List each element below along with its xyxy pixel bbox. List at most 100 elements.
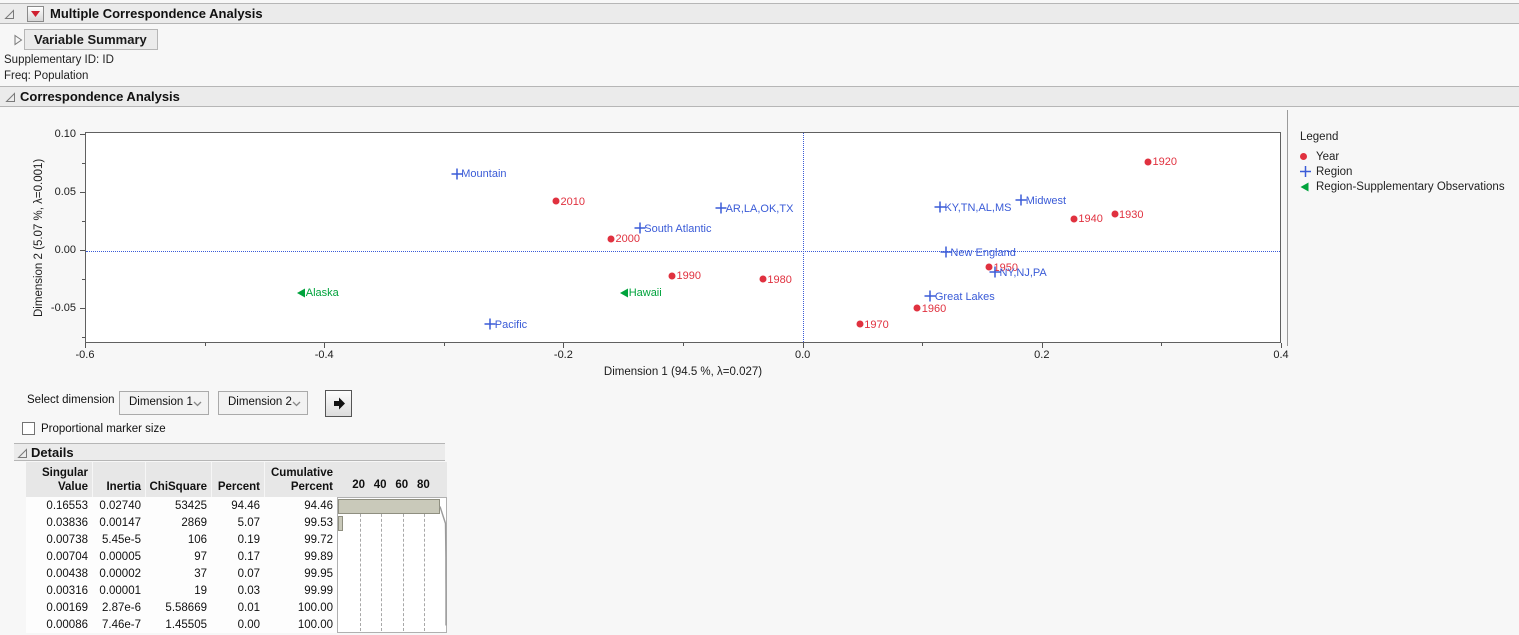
table-cell: 0.00001 [99, 585, 141, 597]
data-point-label: Pacific [494, 318, 528, 331]
table-cell: 94.46 [231, 500, 260, 512]
proportional-marker-size-checkbox[interactable] [22, 422, 35, 435]
column-separator [92, 462, 93, 497]
data-point-marker-dot[interactable] [1070, 215, 1078, 223]
disclosure-open-icon[interactable] [4, 9, 15, 20]
data-point-marker-plus[interactable] [484, 318, 496, 330]
data-point-marker-dot[interactable] [668, 272, 676, 280]
x-major-tick [1041, 343, 1043, 348]
legend-entry-label: Year [1316, 150, 1340, 163]
table-row[interactable]: 0.00169 2.87e-6 5.58669 0.01 100.00 [26, 600, 337, 617]
details-table-header [26, 462, 447, 497]
details-header-bar: Details [14, 443, 445, 461]
dimension2-dropdown[interactable]: Dimension 2 [218, 391, 308, 415]
red-triangle-menu-button[interactable] [27, 6, 44, 22]
dimension1-value: Dimension 1 [129, 396, 193, 408]
data-point-label: South Atlantic [644, 222, 712, 235]
table-row[interactable]: 0.03836 0.00147 2869 5.07 99.53 [26, 515, 337, 532]
disclosure-open-icon[interactable] [17, 448, 28, 459]
bar-gridline [359, 499, 361, 631]
data-point-marker-plus[interactable] [940, 246, 952, 258]
data-point-marker-plus[interactable] [989, 266, 1001, 278]
data-point-marker-triangle-left[interactable] [620, 288, 629, 298]
y-zero-reference-line [86, 251, 1280, 252]
x-tick-label: -0.4 [314, 349, 334, 361]
table-row[interactable]: 0.00704 0.00005 97 0.17 99.89 [26, 549, 337, 566]
x-minor-tick [922, 343, 924, 346]
bar-gridline [381, 499, 383, 631]
data-point-marker-dot[interactable] [759, 275, 767, 283]
table-row[interactable]: 0.00438 0.00002 37 0.07 99.95 [26, 566, 337, 583]
select-dimension-label: Select dimension [27, 394, 115, 406]
x-major-tick [324, 343, 326, 348]
table-row[interactable]: 0.00738 5.45e-5 106 0.19 99.72 [26, 532, 337, 549]
table-cell: 0.00002 [99, 568, 141, 580]
table-cell: 2869 [181, 517, 207, 529]
red-triangle-icon [31, 11, 40, 17]
dimension1-dropdown[interactable]: Dimension 1 [119, 391, 209, 415]
go-button[interactable] [325, 390, 352, 417]
x-minor-tick [1161, 343, 1163, 346]
data-point-marker-dot[interactable] [1144, 158, 1152, 166]
table-cell: 0.02740 [99, 500, 141, 512]
data-point-label: Mountain [461, 168, 507, 181]
data-point-marker-dot[interactable] [985, 263, 993, 271]
disclosure-open-icon[interactable] [5, 92, 16, 103]
table-cell: 1.45505 [165, 619, 207, 631]
data-point-marker-plus[interactable] [924, 290, 936, 302]
variable-summary-header[interactable]: Variable Summary [24, 29, 158, 50]
data-point-marker-dot[interactable] [856, 320, 864, 328]
legend-entry[interactable]: Region-Supplementary Observations [1300, 179, 1505, 194]
column-header: Cumulative Percent [271, 467, 333, 493]
data-point-marker-plus[interactable] [451, 168, 463, 180]
details-table-body [26, 497, 337, 633]
table-row[interactable]: 0.00316 0.00001 19 0.03 99.99 [26, 583, 337, 600]
table-cell: 2.87e-6 [101, 602, 141, 614]
data-point-label: KY,TN,AL,MS [944, 201, 1012, 214]
bar-axis-label: 80 [416, 479, 430, 491]
table-row[interactable]: 0.00086 7.46e-7 1.45505 0.00 100.00 [26, 617, 337, 634]
column-separator [264, 462, 265, 497]
legend-title: Legend [1300, 131, 1339, 143]
scatter-plot[interactable]: 1920 1930 1940 1950 1960 1970 1980 1990 2000 2010… [85, 132, 1281, 343]
data-point-marker-plus[interactable] [715, 202, 727, 214]
y-minor-tick [82, 279, 85, 281]
table-cell: 100.00 [297, 619, 333, 631]
table-cell: 0.00086 [46, 619, 88, 631]
bar-axis-label: 40 [373, 479, 387, 491]
data-point-marker-plus[interactable] [934, 201, 946, 213]
disclosure-closed-icon[interactable] [13, 34, 23, 46]
legend-entry[interactable]: Region [1300, 164, 1505, 179]
data-point-marker-dot[interactable] [607, 235, 615, 242]
x-major-tick [802, 343, 804, 348]
correspondence-analysis-title: Correspondence Analysis [20, 89, 180, 104]
column-separator [211, 462, 212, 497]
data-point-marker-plus[interactable] [634, 222, 646, 234]
chevron-down-icon [193, 401, 202, 407]
legend-swatch-triangle-left [1300, 182, 1316, 192]
table-cell: 5.07 [237, 517, 260, 529]
table-cell: 0.03 [237, 585, 260, 597]
table-cell: 0.00169 [46, 602, 88, 614]
table-cell: 37 [194, 568, 207, 580]
data-point-marker-plus[interactable] [1015, 194, 1027, 206]
proportional-marker-size-label: Proportional marker size [41, 423, 166, 435]
data-point-label: 1940 [1078, 213, 1103, 226]
data-point-marker-triangle-left[interactable] [297, 288, 306, 298]
legend-entry[interactable]: Year [1300, 149, 1505, 164]
outline-bar-mca: Multiple Correspondence Analysis [0, 3, 1519, 24]
y-minor-tick [82, 221, 85, 223]
data-point-marker-dot[interactable] [552, 197, 560, 205]
table-cell: 0.01 [237, 602, 260, 614]
freq-text: Freq: Population [4, 70, 89, 82]
table-row[interactable]: 0.16553 0.02740 53425 94.46 94.46 [26, 498, 337, 515]
x-minor-tick [443, 343, 445, 346]
table-cell: 0.00438 [46, 568, 88, 580]
data-point-marker-dot[interactable] [913, 304, 921, 312]
y-minor-tick [82, 163, 85, 165]
data-point-marker-dot[interactable] [1111, 210, 1119, 218]
data-point-label: 1920 [1152, 156, 1178, 169]
table-cell: 5.45e-5 [101, 534, 141, 546]
bar-gridline [424, 499, 426, 631]
table-cell: 99.95 [304, 568, 333, 580]
